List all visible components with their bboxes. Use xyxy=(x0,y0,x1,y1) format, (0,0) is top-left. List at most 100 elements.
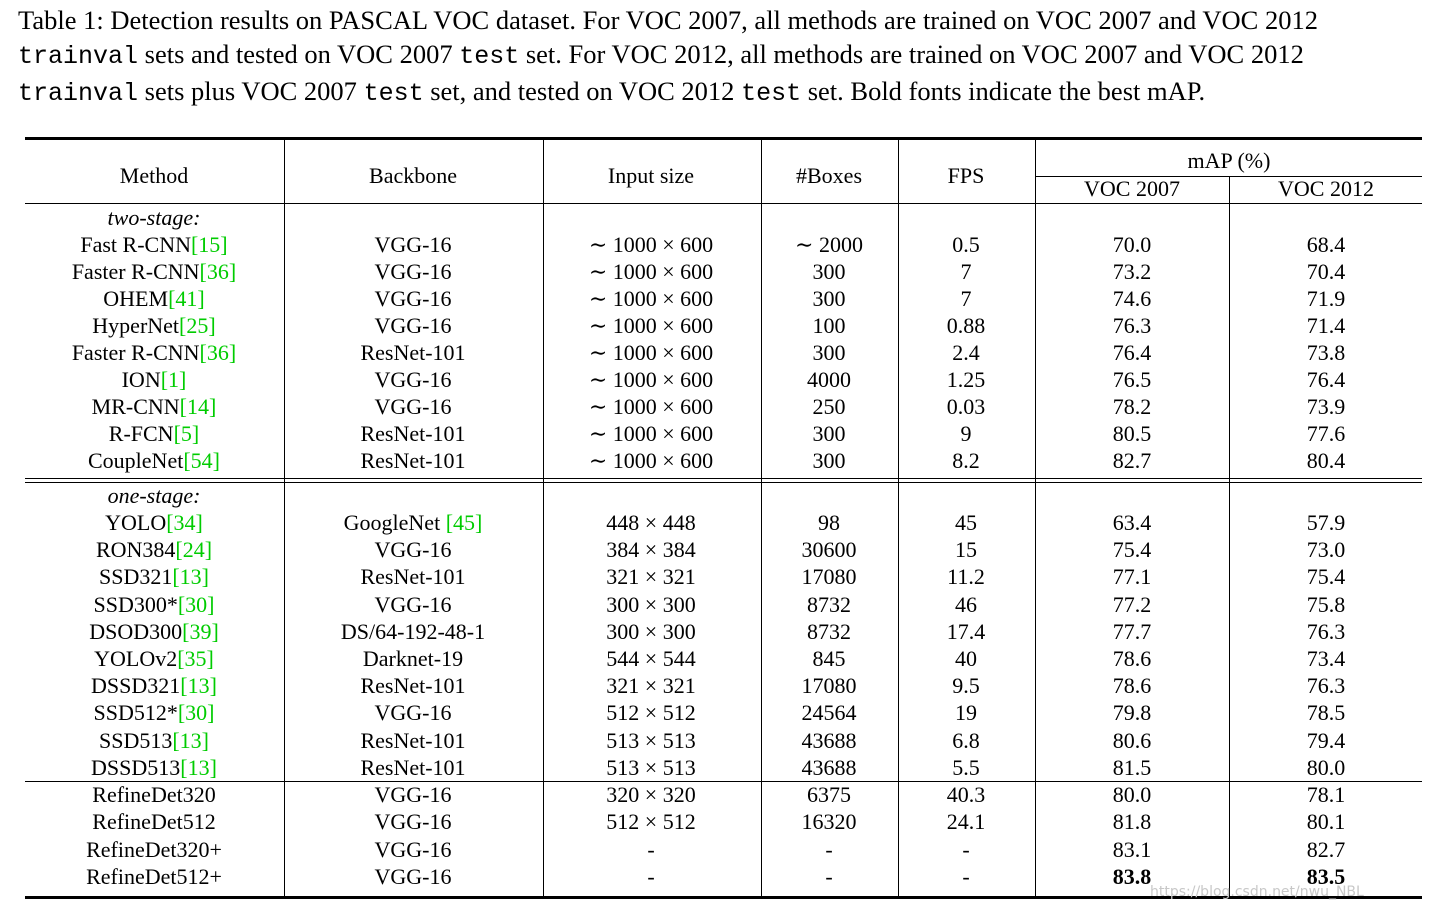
backbone-name: ResNet-101 xyxy=(360,728,466,753)
citation-link: [54] xyxy=(183,448,220,473)
section-label: one-stage: xyxy=(107,483,201,508)
citation-link: [1] xyxy=(160,367,187,392)
table-cell-backbone: ResNet-101 xyxy=(263,563,563,590)
table-cell-backbone: VGG-16 xyxy=(263,781,563,808)
table-cell-fps: 17.4 xyxy=(946,619,986,644)
table-cell-boxes: - xyxy=(825,864,833,889)
table-cell-voc2012: 57.9 xyxy=(1306,510,1346,535)
table-cell-voc2012: 76.4 xyxy=(1306,367,1346,392)
table-cell-input: 513 × 513 xyxy=(606,728,696,753)
table-cell-voc2007: 80.6 xyxy=(1112,728,1152,753)
table-cell-backbone: GoogleNet [45] xyxy=(263,509,563,536)
table-cell-boxes: 6375 xyxy=(807,782,851,807)
table-cell-voc2007: 78.6 xyxy=(1112,673,1152,698)
citation-link: [36] xyxy=(199,340,237,365)
citation-link: [30] xyxy=(177,700,215,725)
backbone-name: ResNet-101 xyxy=(360,564,466,589)
caption-text: sets plus VOC 2007 xyxy=(138,76,364,106)
table-cell-backbone: ResNet-101 xyxy=(263,420,563,447)
table-cell-input: 512 × 512 xyxy=(606,809,696,834)
table-cell-voc2012: 70.4 xyxy=(1306,259,1346,284)
table-cell-method: DSSD321[13] xyxy=(4,672,304,699)
table-cell-boxes: 250 xyxy=(812,394,846,419)
table-cell-input: 300 × 300 xyxy=(606,619,696,644)
backbone-name: ResNet-101 xyxy=(360,421,466,446)
table-cell-backbone: VGG-16 xyxy=(263,393,563,420)
method-name: RON384 xyxy=(95,537,176,562)
table-cell-backbone: VGG-16 xyxy=(263,591,563,618)
table-rule xyxy=(25,478,1422,479)
table-cell-voc2012: 78.5 xyxy=(1306,700,1346,725)
table-cell-method: MR-CNN[14] xyxy=(4,393,304,420)
column-divider xyxy=(761,139,762,896)
backbone-name: VGG-16 xyxy=(374,394,452,419)
table-cell-voc2007: 77.7 xyxy=(1112,619,1152,644)
table-cell-voc2012: 80.4 xyxy=(1306,448,1346,473)
table-cell-method: R-FCN[5] xyxy=(4,420,304,447)
table-cell-input: ∼ 1000 × 600 xyxy=(588,286,714,311)
table-cell-voc2012: 80.0 xyxy=(1306,755,1346,780)
citation-link: [5] xyxy=(173,421,200,446)
table-cell-fps: 6.8 xyxy=(952,728,980,753)
table-cell-input: 320 × 320 xyxy=(606,782,696,807)
method-name: RefineDet320+ xyxy=(86,837,222,862)
table-caption: Table 1: Detection results on PASCAL VOC… xyxy=(18,3,1438,111)
table-cell-voc2012: 73.8 xyxy=(1306,340,1346,365)
table-cell-fps: 8.2 xyxy=(952,448,980,473)
table-rule xyxy=(25,781,1422,782)
backbone-name: VGG-16 xyxy=(374,782,452,807)
citation-link: [24] xyxy=(175,537,213,562)
method-name: R-FCN xyxy=(108,421,174,446)
table-cell-fps: 19 xyxy=(955,700,977,725)
table-cell-method: SSD513[13] xyxy=(4,727,304,754)
backbone-name: DS/64-192-48-1 xyxy=(340,619,486,644)
table-cell-voc2007: 81.8 xyxy=(1112,809,1152,834)
method-name: SSD512* xyxy=(93,700,178,725)
caption-code: test xyxy=(363,79,424,108)
table-cell-voc2012: 79.4 xyxy=(1306,728,1346,753)
table-cell-voc2007: 75.4 xyxy=(1112,537,1152,562)
table-cell-method: YOLO[34] xyxy=(4,509,304,536)
table-cell-voc2012: 73.4 xyxy=(1306,646,1346,671)
header-map: mAP (%) xyxy=(1187,148,1271,173)
table-rule xyxy=(1035,176,1422,177)
backbone-name: ResNet-101 xyxy=(360,448,466,473)
table-cell-fps: 2.4 xyxy=(952,340,980,365)
citation-link: [39] xyxy=(182,619,219,644)
table-cell-backbone: ResNet-101 xyxy=(263,672,563,699)
table-cell-input: ∼ 1000 × 600 xyxy=(588,259,714,284)
column-divider xyxy=(543,139,544,896)
caption-text: set. Bold fonts indicate the best mAP. xyxy=(801,76,1206,106)
table-cell-voc2007: 79.8 xyxy=(1112,700,1152,725)
method-name: DSSD321 xyxy=(91,673,181,698)
method-name: RefineDet512 xyxy=(92,809,216,834)
table-cell-input: ∼ 1000 × 600 xyxy=(588,394,714,419)
table-cell-backbone: ResNet-101 xyxy=(263,339,563,366)
table-cell-boxes: 98 xyxy=(818,510,840,535)
table-cell-voc2012: 73.0 xyxy=(1306,537,1346,562)
table-cell-fps: - xyxy=(962,864,970,889)
method-name: RefineDet512+ xyxy=(86,864,222,889)
backbone-name: ResNet-101 xyxy=(360,673,466,698)
table-cell-boxes: 17080 xyxy=(801,564,857,589)
method-name: DSSD513 xyxy=(91,755,181,780)
section-label: two-stage: xyxy=(107,205,201,230)
column-divider xyxy=(1229,177,1230,896)
table-cell-backbone: Darknet-19 xyxy=(263,645,563,672)
table-cell-backbone: VGG-16 xyxy=(263,366,563,393)
method-name: CoupleNet xyxy=(88,448,184,473)
table-cell-voc2007: 78.6 xyxy=(1112,646,1152,671)
table-cell-boxes: 24564 xyxy=(801,700,857,725)
table-cell-voc2007: 81.5 xyxy=(1112,755,1152,780)
backbone-name: VGG-16 xyxy=(374,592,452,617)
backbone-name: VGG-16 xyxy=(374,864,452,889)
table-cell-voc2012: 80.1 xyxy=(1306,809,1346,834)
table-cell-fps: 15 xyxy=(955,537,977,562)
citation-link: [34] xyxy=(166,510,203,535)
table-cell-voc2012: 68.4 xyxy=(1306,232,1346,257)
backbone-name: VGG-16 xyxy=(374,809,452,834)
table-cell-input: ∼ 1000 × 600 xyxy=(588,448,714,473)
method-name: YOLO xyxy=(105,510,167,535)
method-name: ION xyxy=(121,367,161,392)
caption-text: set, and tested on VOC 2012 xyxy=(423,76,742,106)
